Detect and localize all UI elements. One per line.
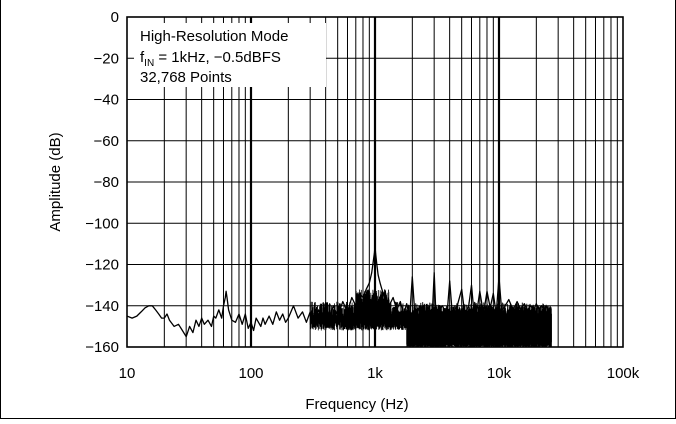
x-axis-label: Frequency (Hz) [305, 396, 408, 413]
y-tick-label: 0 [111, 9, 119, 26]
y-tick-label: −160 [85, 339, 119, 356]
x-tick-label: 10 [119, 365, 136, 382]
y-tick-label: −100 [85, 215, 119, 232]
annotation-box: High-Resolution Mode fIN = 1kHz, −0.5dBF… [134, 23, 326, 87]
y-axis-ticks: 0 −20 −40 −60 −80 −100 −120 −140 −160 [85, 9, 119, 356]
noise-near-fundamental [309, 289, 407, 331]
y-tick-label: −80 [94, 174, 119, 191]
plot-area-border [126, 16, 624, 348]
x-tick-label: 1k [367, 365, 383, 382]
x-axis-ticks: 10 100 1k 10k 100k [119, 365, 640, 382]
y-tick-label: −20 [94, 50, 119, 67]
y-tick-label: −120 [85, 257, 119, 274]
noise-floor-fill [406, 301, 552, 347]
y-axis-label: Amplitude (dB) [47, 132, 64, 231]
y-tick-label: −40 [94, 92, 119, 109]
annotation-mode: High-Resolution Mode [140, 28, 288, 45]
spectrum-trace [126, 245, 552, 347]
y-tick-label: −140 [85, 298, 119, 315]
series-line [126, 245, 551, 338]
x-tick-label: 100k [607, 365, 640, 382]
annotation-points: 32,768 Points [140, 69, 232, 86]
y-tick-label: −60 [94, 133, 119, 150]
x-tick-label: 100 [238, 365, 263, 382]
x-tick-label: 10k [487, 365, 512, 382]
annotation-input: fIN = 1kHz, −0.5dBFS [140, 49, 281, 69]
